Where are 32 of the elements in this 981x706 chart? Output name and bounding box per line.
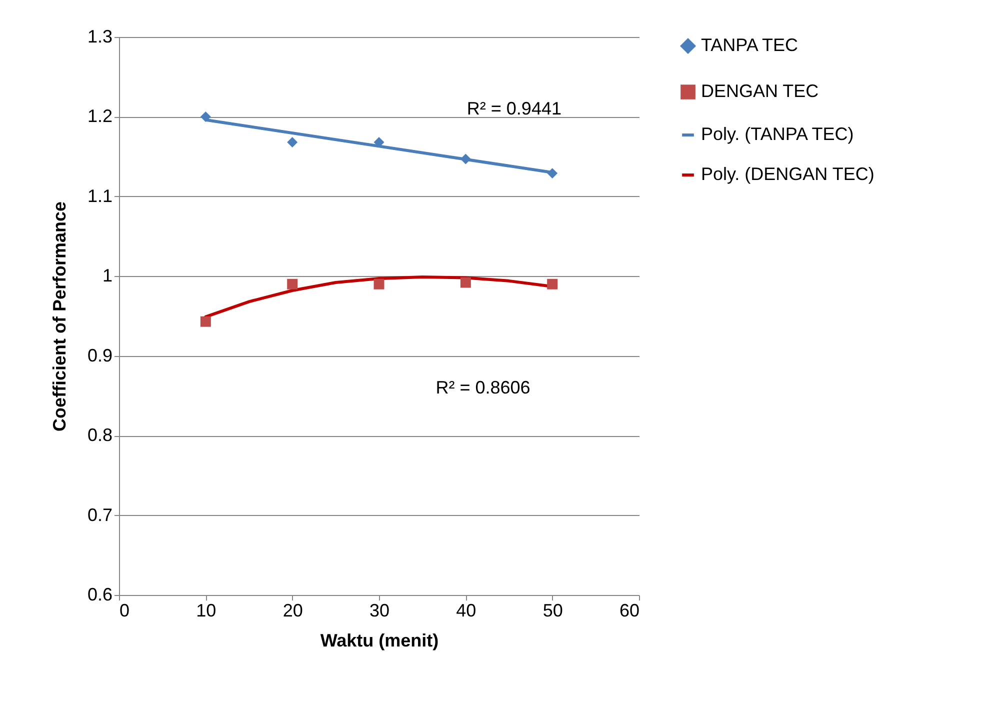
x-tick-label: 40 <box>456 600 476 620</box>
annotation: R² = 0.8606 <box>436 378 530 398</box>
point <box>460 154 471 164</box>
x-tick-label: 60 <box>619 600 640 620</box>
legend-label: Poly. (DENGAN TEC) <box>701 164 874 184</box>
point <box>287 278 298 290</box>
point <box>460 277 471 288</box>
annotation: R² = 0.9441 <box>466 98 562 119</box>
x-tick-label: 20 <box>282 600 303 620</box>
y-tick-label: 0.7 <box>87 504 112 525</box>
x-tick-label: 50 <box>542 600 563 620</box>
y-tick-label: 0.9 <box>87 345 112 366</box>
x-tick-label: 30 <box>369 600 390 620</box>
y-tick-label: 1 <box>102 266 112 286</box>
y-tick-label: 0.6 <box>87 584 112 604</box>
point <box>547 168 558 179</box>
x-tick-label: 10 <box>196 600 216 620</box>
x-axis-title: Waktu (menit) <box>320 630 439 650</box>
point <box>547 278 558 290</box>
point <box>374 278 384 290</box>
y-tick-label: 1.3 <box>87 26 112 46</box>
legend-label: Poly. (TANPA TEC) <box>701 124 854 144</box>
y-axis-title: Coefficient of Performance <box>49 201 70 432</box>
y-tick-label: 1.2 <box>87 106 112 126</box>
point <box>287 136 298 148</box>
legend-label: DENGAN TEC <box>701 81 819 101</box>
x-tick-label: 0 <box>120 600 130 620</box>
y-tick-label: 0.8 <box>87 425 112 446</box>
point <box>200 111 211 122</box>
legend-label: TANPA TEC <box>701 35 798 55</box>
point <box>200 316 211 327</box>
y-tick-label: 1.1 <box>87 186 112 206</box>
